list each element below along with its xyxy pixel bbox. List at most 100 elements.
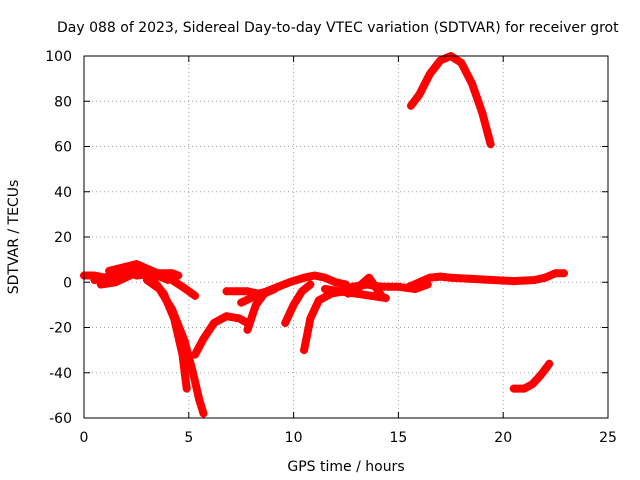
data-point-marker: [536, 371, 545, 380]
x-tick-label: 5: [184, 430, 193, 446]
data-point-marker: [233, 287, 242, 296]
data-point-marker: [415, 90, 424, 99]
data-point-marker: [406, 101, 415, 110]
y-tick-label: 0: [63, 275, 72, 291]
data-point-marker: [488, 275, 497, 284]
data-point-marker: [153, 269, 162, 278]
data-point-marker: [367, 291, 376, 300]
data-point-marker: [268, 285, 277, 294]
data-point-marker: [478, 108, 487, 117]
series-line: [300, 285, 363, 355]
axis-ticks: [83, 55, 609, 419]
data-point-marker: [199, 409, 208, 418]
x-tick-label: 0: [80, 430, 89, 446]
data-point-marker: [394, 282, 403, 291]
data-point-marker: [425, 273, 434, 282]
data-point-marker: [182, 384, 191, 393]
y-tick-label: 60: [54, 140, 72, 156]
data-point-marker: [509, 277, 518, 286]
data-point-marker: [551, 269, 560, 278]
data-point-marker: [457, 58, 466, 67]
data-point-marker: [520, 384, 529, 393]
series-line: [404, 269, 568, 291]
data-point-marker: [191, 350, 200, 359]
data-point-marker: [132, 260, 141, 269]
data-point-marker: [281, 318, 290, 327]
data-point-marker: [321, 273, 330, 282]
data-point-marker: [300, 273, 309, 282]
data-point-marker: [415, 278, 424, 287]
data-point-marker: [96, 280, 105, 289]
data-point-marker: [174, 271, 183, 280]
y-tick-label: 20: [54, 230, 72, 246]
data-point-marker: [321, 285, 330, 294]
series-line: [407, 52, 495, 149]
data-point-marker: [331, 278, 340, 287]
data-point-marker: [222, 287, 231, 296]
chart-title: Day 088 of 2023, Sidereal Day-to-day VTE…: [57, 20, 619, 36]
y-tick-label: 40: [54, 185, 72, 201]
data-point-marker: [178, 282, 187, 291]
series-track-7: [191, 312, 252, 359]
x-tick-label: 15: [389, 430, 407, 446]
data-point-marker: [199, 334, 208, 343]
series-line: [132, 269, 183, 280]
series-track-18: [509, 359, 554, 393]
data-point-marker: [314, 296, 323, 305]
data-point-marker: [105, 266, 114, 275]
x-axis-label: GPS time / hours: [287, 459, 404, 475]
series-track-10: [237, 271, 350, 307]
data-point-marker: [404, 282, 413, 291]
data-point-marker: [365, 273, 374, 282]
data-point-marker: [530, 275, 539, 284]
data-point-marker: [436, 56, 445, 65]
data-point-marker: [559, 269, 568, 278]
series-line: [96, 266, 191, 393]
data-point-marker: [467, 79, 476, 88]
data-point-marker: [243, 287, 252, 296]
series-track-11: [281, 280, 315, 327]
data-point-marker: [545, 359, 554, 368]
series-track-17: [406, 52, 495, 149]
data-point-marker: [306, 314, 315, 323]
x-tick-labels: 0 5 10 15 20 25: [80, 430, 617, 446]
series-track-4: [142, 275, 208, 418]
data-point-marker: [90, 275, 99, 284]
data-point-marker: [509, 384, 518, 393]
data-point-marker: [528, 380, 537, 389]
x-tick-label: 25: [599, 430, 617, 446]
data-point-marker: [111, 278, 120, 287]
data-point-marker: [446, 273, 455, 282]
data-point-marker: [251, 300, 260, 309]
y-tick-labels: 100 80 60 40 20 0 -20 -40 -60: [45, 49, 72, 427]
y-tick-label: -40: [49, 366, 72, 382]
series-line: [509, 359, 554, 393]
y-axis-label: SDTVAR / TECUs: [6, 180, 22, 295]
data-point-marker: [362, 280, 371, 289]
y-tick-label: 100: [45, 49, 72, 65]
data-point-marker: [436, 272, 445, 281]
series-track-6: [132, 269, 183, 280]
data-point-marker: [541, 273, 550, 282]
y-tick-label: 80: [54, 94, 72, 110]
data-point-marker: [237, 298, 246, 307]
data-point-marker: [300, 346, 309, 355]
data-point-marker: [188, 368, 197, 377]
data-point-marker: [191, 291, 200, 300]
series-track-15: [348, 280, 432, 294]
data-point-marker: [377, 282, 386, 291]
data-point-marker: [486, 140, 495, 149]
series-track-16: [404, 269, 568, 291]
data-point-marker: [195, 395, 204, 404]
data-point-marker: [297, 287, 306, 296]
data-point-marker: [222, 312, 231, 321]
grid-lines: [84, 56, 608, 418]
data-point-marker: [377, 291, 386, 300]
data-point-marker: [251, 291, 260, 300]
data-point-marker: [467, 274, 476, 283]
data-point-marker: [209, 318, 218, 327]
data-point-marker: [235, 314, 244, 323]
data-point-marker: [168, 269, 177, 278]
data-point-marker: [155, 285, 164, 294]
